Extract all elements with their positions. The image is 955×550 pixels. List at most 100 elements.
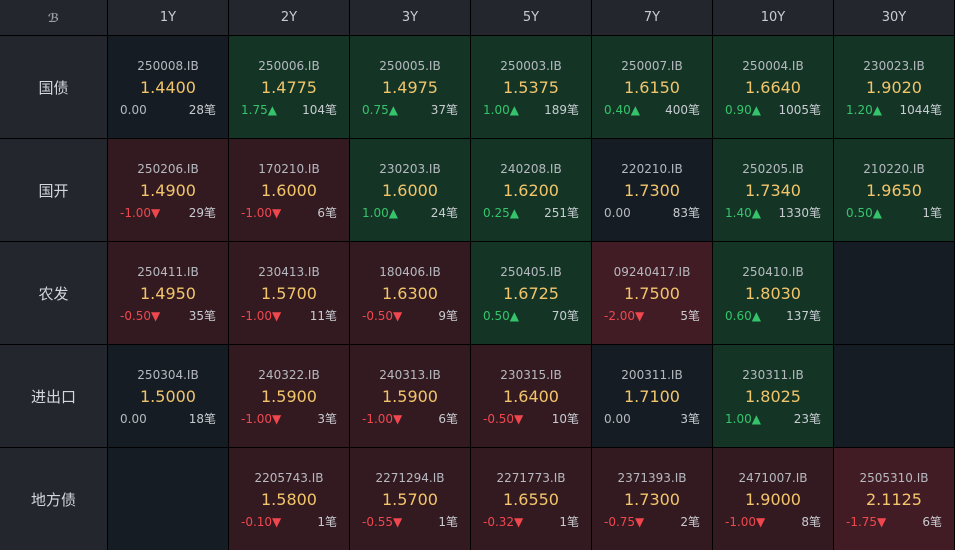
trade-count: 189笔	[544, 102, 579, 117]
bond-yield: 1.7340	[745, 180, 801, 200]
bond-cell[interactable]: 230311.IB 1.8025 1.00▲ 23笔	[713, 345, 833, 447]
trade-count: 3笔	[680, 411, 700, 426]
bond-code: 240322.IB	[258, 367, 320, 382]
trade-count: 400笔	[665, 102, 700, 117]
tenor-header-3y[interactable]: 3Y	[350, 0, 470, 35]
bond-cell[interactable]: 240322.IB 1.5900 -1.00▼ 3笔	[229, 345, 349, 447]
bond-cell[interactable]: 250304.IB 1.5000 0.00 18笔	[108, 345, 228, 447]
bond-change: 0.50▲	[846, 205, 882, 220]
bond-cell[interactable]: 220210.IB 1.7300 0.00 83笔	[592, 139, 712, 241]
bond-meta: -0.32▼ 1笔	[483, 513, 579, 531]
tenor-header-7y[interactable]: 7Y	[592, 0, 712, 35]
bond-code: 230315.IB	[500, 367, 562, 382]
bond-cell[interactable]: 210220.IB 1.9650 0.50▲ 1笔	[834, 139, 954, 241]
empty-cell	[108, 448, 228, 550]
bond-cell[interactable]: 240313.IB 1.5900 -1.00▼ 6笔	[350, 345, 470, 447]
bond-change: 0.00	[120, 102, 147, 117]
bond-cell[interactable]: 250008.IB 1.4400 0.00 28笔	[108, 36, 228, 138]
bond-yield: 1.7100	[624, 386, 680, 406]
bond-meta: -1.00▼ 29笔	[120, 204, 216, 222]
bond-change: -1.00▼	[725, 514, 766, 529]
empty-cell	[834, 242, 954, 344]
bond-yield: 1.9650	[866, 180, 922, 200]
bond-change: 0.00	[604, 411, 631, 426]
bond-code: 2471007.IB	[738, 470, 808, 485]
trade-count: 37笔	[430, 102, 458, 117]
bond-meta: 1.40▲ 1330笔	[725, 204, 821, 222]
trade-count: 1005笔	[778, 102, 821, 117]
bond-yield: 1.9020	[866, 77, 922, 97]
bond-yield: 1.4975	[382, 77, 438, 97]
bond-cell[interactable]: 250006.IB 1.4775 1.75▲ 104笔	[229, 36, 349, 138]
bond-yield: 1.6300	[382, 283, 438, 303]
bond-change: -0.50▼	[120, 308, 161, 323]
bond-change: 0.25▲	[483, 205, 519, 220]
bond-yield: 1.5900	[382, 386, 438, 406]
bond-meta: -1.00▼ 3笔	[241, 410, 337, 428]
bond-meta: 0.00 3笔	[604, 410, 700, 428]
bond-meta: 0.00 83笔	[604, 204, 700, 222]
bond-cell[interactable]: 250411.IB 1.4950 -0.50▼ 35笔	[108, 242, 228, 344]
bond-code: 2505310.IB	[859, 470, 929, 485]
corner-cell[interactable]: ℬ	[0, 0, 107, 35]
bond-yield: 1.7300	[624, 489, 680, 509]
bond-meta: -2.00▼ 5笔	[604, 307, 700, 325]
bond-yield: 2.1125	[866, 489, 922, 509]
bond-cell[interactable]: 240208.IB 1.6200 0.25▲ 251笔	[471, 139, 591, 241]
bond-yield: 1.7300	[624, 180, 680, 200]
bond-meta: -1.00▼ 11笔	[241, 307, 337, 325]
trade-count: 1330笔	[778, 205, 821, 220]
bond-cell[interactable]: 2371393.IB 1.7300 -0.75▼ 2笔	[592, 448, 712, 550]
bond-cell[interactable]: 250410.IB 1.8030 0.60▲ 137笔	[713, 242, 833, 344]
bond-meta: -0.55▼ 1笔	[362, 513, 458, 531]
bond-cell[interactable]: 250003.IB 1.5375 1.00▲ 189笔	[471, 36, 591, 138]
bond-change: 0.60▲	[725, 308, 761, 323]
bond-code: 250006.IB	[258, 58, 320, 73]
bond-change: -0.50▼	[362, 308, 403, 323]
bond-cell[interactable]: 230203.IB 1.6000 1.00▲ 24笔	[350, 139, 470, 241]
bond-yield: 1.6725	[503, 283, 559, 303]
bond-cell[interactable]: 230413.IB 1.5700 -1.00▼ 11笔	[229, 242, 349, 344]
bond-cell[interactable]: 250005.IB 1.4975 0.75▲ 37笔	[350, 36, 470, 138]
trade-count: 251笔	[544, 205, 579, 220]
bond-cell[interactable]: 230023.IB 1.9020 1.20▲ 1044笔	[834, 36, 954, 138]
bond-cell[interactable]: 2471007.IB 1.9000 -1.00▼ 8笔	[713, 448, 833, 550]
trade-count: 8笔	[801, 514, 821, 529]
bond-cell[interactable]: 2505310.IB 2.1125 -1.75▼ 6笔	[834, 448, 954, 550]
bond-code: 240313.IB	[379, 367, 441, 382]
bond-yield: 1.6400	[503, 386, 559, 406]
bond-cell[interactable]: 250205.IB 1.7340 1.40▲ 1330笔	[713, 139, 833, 241]
bond-cell[interactable]: 250206.IB 1.4900 -1.00▼ 29笔	[108, 139, 228, 241]
bond-cell[interactable]: 2205743.IB 1.5800 -0.10▼ 1笔	[229, 448, 349, 550]
bond-meta: 0.25▲ 251笔	[483, 204, 579, 222]
tenor-header-2y[interactable]: 2Y	[229, 0, 349, 35]
bond-meta: 1.00▲ 23笔	[725, 410, 821, 428]
row-header: 国债	[0, 36, 107, 138]
bond-cell[interactable]: 250405.IB 1.6725 0.50▲ 70笔	[471, 242, 591, 344]
row-header: 进出口	[0, 345, 107, 447]
bond-code: 09240417.IB	[613, 264, 691, 279]
bond-cell[interactable]: 250007.IB 1.6150 0.40▲ 400笔	[592, 36, 712, 138]
bond-change: -1.00▼	[241, 411, 282, 426]
bond-change: 1.00▲	[725, 411, 761, 426]
bond-code: 230311.IB	[742, 367, 804, 382]
bond-cell[interactable]: 09240417.IB 1.7500 -2.00▼ 5笔	[592, 242, 712, 344]
bond-code: 250206.IB	[137, 161, 199, 176]
bond-meta: 1.75▲ 104笔	[241, 101, 337, 119]
bond-cell[interactable]: 230315.IB 1.6400 -0.50▼ 10笔	[471, 345, 591, 447]
bond-code: 250410.IB	[742, 264, 804, 279]
bond-cell[interactable]: 2271773.IB 1.6550 -0.32▼ 1笔	[471, 448, 591, 550]
bond-code: 230203.IB	[379, 161, 441, 176]
tenor-header-1y[interactable]: 1Y	[108, 0, 228, 35]
bond-cell[interactable]: 180406.IB 1.6300 -0.50▼ 9笔	[350, 242, 470, 344]
tenor-header-5y[interactable]: 5Y	[471, 0, 591, 35]
bond-cell[interactable]: 200311.IB 1.7100 0.00 3笔	[592, 345, 712, 447]
tenor-header-10y[interactable]: 10Y	[713, 0, 833, 35]
bond-cell[interactable]: 250004.IB 1.6640 0.90▲ 1005笔	[713, 36, 833, 138]
bond-cell[interactable]: 170210.IB 1.6000 -1.00▼ 6笔	[229, 139, 349, 241]
bond-code: 2271773.IB	[496, 470, 566, 485]
tenor-header-30y[interactable]: 30Y	[834, 0, 954, 35]
bond-cell[interactable]: 2271294.IB 1.5700 -0.55▼ 1笔	[350, 448, 470, 550]
bond-meta: 0.75▲ 37笔	[362, 101, 458, 119]
bond-code: 210220.IB	[863, 161, 925, 176]
